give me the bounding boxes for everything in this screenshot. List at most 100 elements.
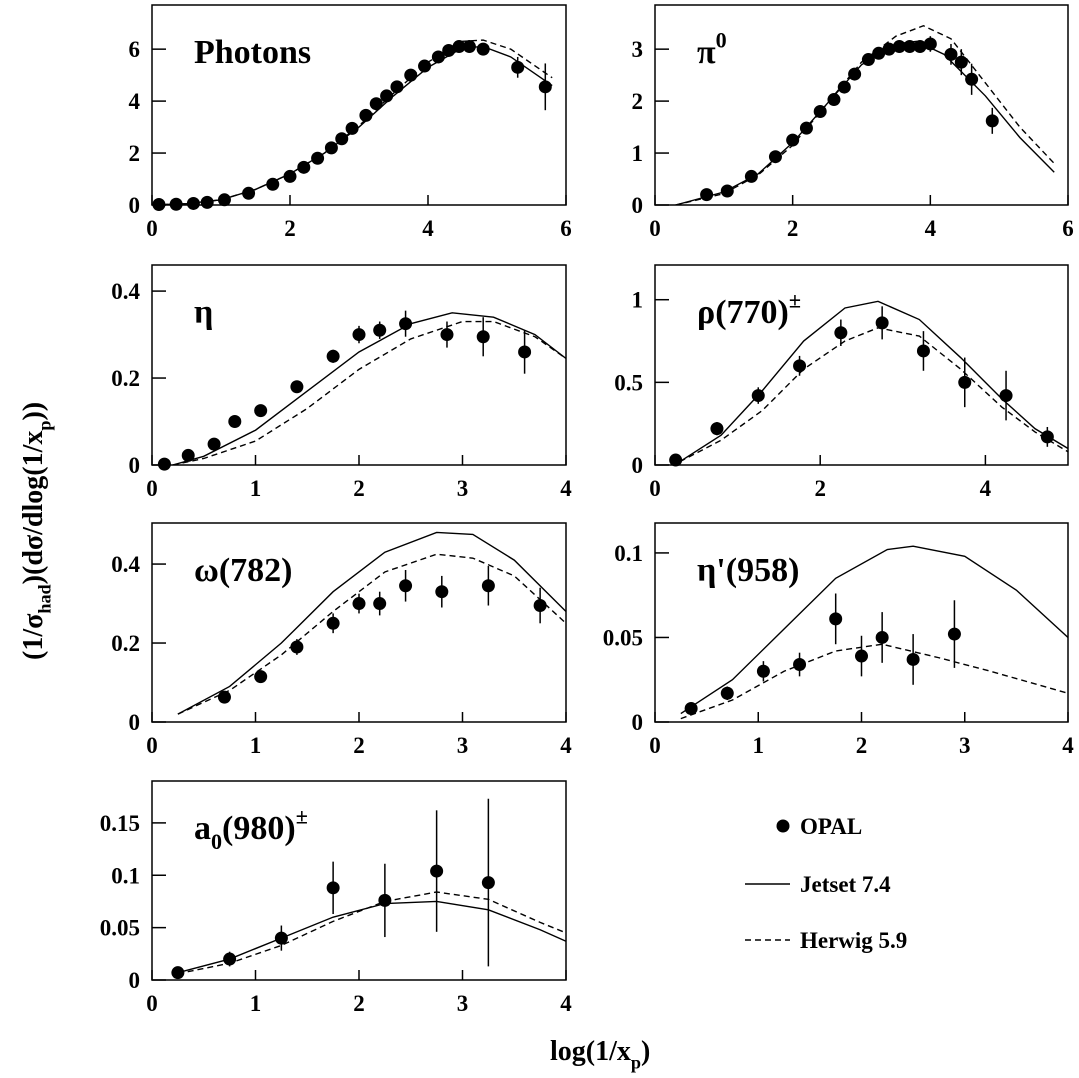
x-tick-label: 4 — [560, 991, 572, 1016]
y-tick-label: 2 — [129, 141, 141, 166]
y-tick-label: 0.05 — [100, 916, 140, 941]
herwig-curve — [177, 891, 566, 975]
x-tick-label: 0 — [146, 476, 158, 501]
panel: 0 0.5 1 0 2 4 — [614, 264, 1069, 501]
panel-title: ρ(770)± — [697, 288, 801, 331]
panel: 0 0.2 0.4 0 1 2 3 4 — [111, 522, 572, 758]
data-point — [827, 93, 841, 107]
text-segment: Photons — [194, 34, 311, 71]
x-tick-label: 1 — [753, 733, 765, 758]
jetset-curve — [177, 900, 566, 974]
y-tick-label: 0.4 — [111, 552, 140, 577]
x-tick-label: 4 — [422, 216, 434, 241]
data-point — [518, 345, 532, 359]
data-point — [266, 177, 280, 191]
data-point — [786, 133, 800, 147]
jetset-curve — [172, 312, 566, 465]
x-tick-label: 2 — [353, 733, 365, 758]
y-tick-label: 0 — [632, 193, 644, 218]
data-point — [923, 37, 937, 51]
data-point — [906, 652, 920, 666]
y-tick-label: 1 — [632, 288, 644, 313]
x-tick-label: 3 — [457, 476, 469, 501]
text-segment: ) — [641, 1036, 650, 1067]
y-tick-label: 3 — [632, 37, 644, 62]
x-tick-label: 2 — [787, 216, 799, 241]
data-point — [254, 670, 268, 684]
data-point — [399, 579, 413, 593]
data-point — [228, 415, 242, 429]
plot-frame — [151, 264, 567, 466]
data-point — [217, 193, 231, 207]
x-tick-label: 2 — [814, 476, 826, 501]
data-point — [476, 42, 490, 56]
herwig-curve — [172, 320, 566, 465]
text-segment: 0 — [211, 829, 222, 854]
panel: 0 2 4 6 0 2 4 6 — [129, 4, 572, 241]
y-tick-label: 0.4 — [111, 279, 140, 304]
panel: 0 0.05 0.1 0 1 2 3 4 — [603, 522, 1074, 758]
data-point — [326, 881, 340, 895]
panel-title: a0(980)± — [194, 804, 308, 855]
text-segment: (980) — [222, 810, 296, 847]
text-segment: log(1/x — [550, 1036, 631, 1067]
data-point — [481, 876, 495, 890]
panel: 0 0.05 0.1 0.15 0 1 2 3 4 — [100, 780, 572, 1016]
text-segment: )(dσ/dlog(1/x — [18, 431, 49, 585]
x-tick-label: 4 — [980, 476, 992, 501]
data-point — [700, 188, 714, 202]
y-tick-label: 1 — [632, 141, 644, 166]
data-point — [326, 349, 340, 363]
text-segment: π — [697, 34, 716, 71]
x-tick-label: 1 — [250, 991, 262, 1016]
y-tick-label: 0 — [632, 710, 644, 735]
data-point — [440, 328, 454, 342]
x-tick-label: 0 — [649, 733, 661, 758]
data-point — [404, 68, 418, 82]
data-point — [834, 326, 848, 340]
text-segment: 0 — [716, 28, 727, 53]
x-tick-label: 1 — [250, 733, 262, 758]
data-point — [538, 80, 552, 94]
y-tick-label: 0.2 — [111, 366, 140, 391]
y-tick-label: 0.15 — [100, 811, 140, 836]
text-segment: ± — [296, 804, 308, 829]
x-tick-label: 2 — [353, 476, 365, 501]
text-segment: η — [194, 294, 213, 331]
data-point — [954, 55, 968, 69]
data-point — [399, 317, 413, 331]
text-segment: p — [631, 1052, 641, 1072]
data-point — [720, 686, 734, 700]
data-point — [373, 597, 387, 611]
data-point — [157, 457, 171, 471]
x-tick-label: 4 — [560, 476, 572, 501]
data-point — [352, 328, 366, 342]
data-point — [435, 585, 449, 599]
y-tick-label: 0.05 — [603, 625, 643, 650]
x-tick-label: 1 — [250, 476, 262, 501]
data-point — [793, 359, 807, 373]
x-tick-label: 0 — [649, 216, 661, 241]
data-point — [916, 344, 930, 358]
data-point — [848, 67, 862, 81]
data-point — [947, 627, 961, 641]
y-tick-label: 6 — [129, 37, 141, 62]
x-tick-label: 3 — [959, 733, 971, 758]
y-tick-label: 2 — [632, 89, 644, 114]
data-point — [481, 579, 495, 593]
data-point — [875, 316, 889, 330]
x-tick-label: 2 — [353, 991, 365, 1016]
y-axis-label: (1/σhad)(dσ/dlog(1/xp)) — [18, 402, 54, 660]
legend-label: Herwig 5.9 — [800, 928, 907, 953]
y-tick-label: 0 — [632, 453, 644, 478]
y-tick-label: 0 — [129, 193, 141, 218]
text-segment: p — [34, 421, 54, 431]
jetset-curve — [679, 300, 1068, 463]
x-tick-label: 6 — [560, 216, 572, 241]
data-point — [768, 150, 782, 164]
data-point — [254, 404, 268, 418]
herwig-curve — [679, 327, 1068, 463]
panel: 0 0.2 0.4 0 1 2 3 4 — [111, 264, 572, 501]
x-tick-label: 4 — [560, 733, 572, 758]
